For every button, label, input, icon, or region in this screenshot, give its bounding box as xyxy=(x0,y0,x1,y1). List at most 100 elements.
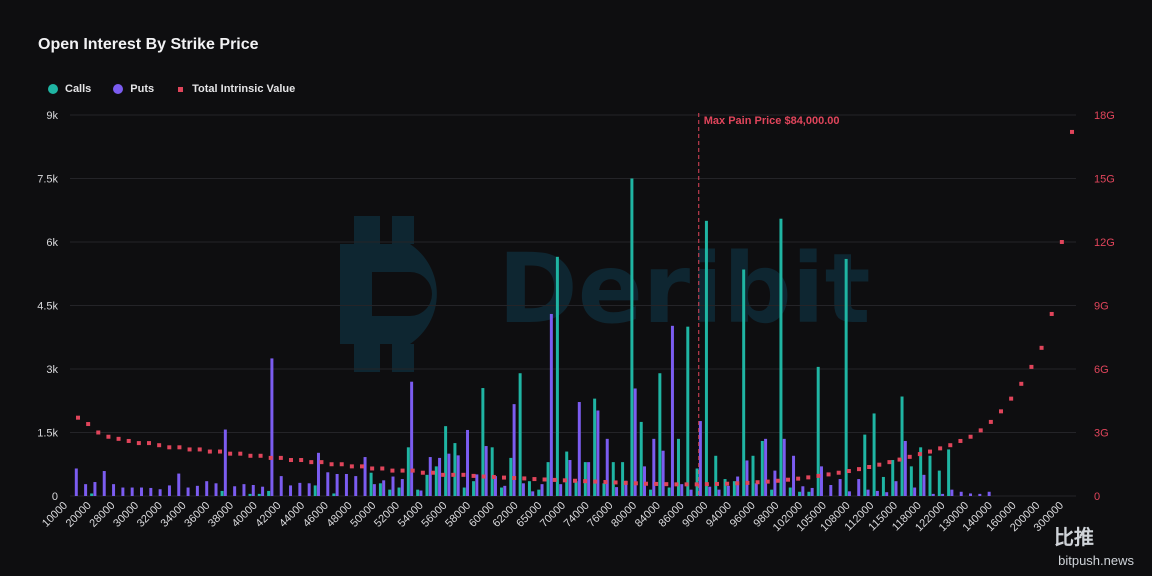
puts-bar xyxy=(261,486,265,496)
intrinsic-value-point xyxy=(552,477,557,482)
puts-bar xyxy=(633,388,637,496)
intrinsic-value-point xyxy=(248,453,253,458)
intrinsic-value-point xyxy=(978,428,983,433)
intrinsic-value-point xyxy=(816,473,821,478)
intrinsic-value-point xyxy=(441,472,446,477)
x-tick-label: 86000 xyxy=(657,500,687,530)
puts-bar xyxy=(372,484,376,496)
puts-bar xyxy=(503,485,507,496)
legend-calls-label: Calls xyxy=(65,83,92,95)
calls-bar xyxy=(630,178,634,496)
chart-legend: Calls Puts Total Intrinsic Value xyxy=(48,83,317,95)
calls-bar xyxy=(406,447,410,496)
intrinsic-value-point xyxy=(309,460,314,465)
calls-bar xyxy=(714,455,718,496)
calls-bar xyxy=(937,470,941,496)
puts-bar xyxy=(857,479,861,496)
puts-bar xyxy=(382,480,386,496)
chart-title: Open Interest By Strike Price xyxy=(38,36,259,53)
legend-item-intrinsic[interactable]: Total Intrinsic Value xyxy=(176,83,295,95)
watermark: Deribit xyxy=(340,216,871,372)
x-tick-label: 60000 xyxy=(467,500,497,530)
y-right-tick-label: 3G xyxy=(1094,428,1109,440)
intrinsic-value-point xyxy=(988,419,993,424)
calls-bar xyxy=(332,493,336,496)
legend-item-puts[interactable]: Puts xyxy=(113,83,154,95)
puts-bar xyxy=(717,489,721,496)
intrinsic-value-point xyxy=(796,476,801,481)
puts-bar xyxy=(670,325,674,496)
puts-bar xyxy=(941,493,945,496)
puts-bar xyxy=(782,438,786,496)
puts-bar xyxy=(428,457,432,496)
intrinsic-value-point xyxy=(633,481,638,486)
puts-bar xyxy=(978,493,982,496)
calls-bar xyxy=(807,491,811,496)
intrinsic-value-point xyxy=(928,449,932,454)
intrinsic-value-point xyxy=(583,479,588,484)
puts-bar xyxy=(615,487,619,496)
calls-bar xyxy=(928,455,932,496)
puts-bar xyxy=(773,470,777,496)
puts-bar xyxy=(484,446,488,496)
intrinsic-value-point xyxy=(207,449,212,454)
x-tick-label: 62000 xyxy=(491,500,521,530)
x-tick-label: 84000 xyxy=(633,500,663,530)
intrinsic-value-point xyxy=(471,473,476,478)
puts-bar xyxy=(568,460,572,496)
intrinsic-value-point xyxy=(907,454,912,459)
x-tick-label: 30000 xyxy=(111,500,141,530)
calls-bar xyxy=(742,269,746,496)
calls-bar xyxy=(509,457,513,496)
calls-bar xyxy=(565,451,569,496)
puts-bar xyxy=(391,476,395,496)
puts-bar xyxy=(605,438,609,496)
x-tick-label: 36000 xyxy=(182,500,212,530)
y-right-tick-label: 0 xyxy=(1094,491,1100,503)
puts-bar xyxy=(326,472,330,496)
intrinsic-value-point xyxy=(725,481,730,486)
intrinsic-value-point xyxy=(532,477,537,482)
calls-bar xyxy=(462,487,466,496)
intrinsic-value-point xyxy=(197,447,202,452)
intrinsic-value-point xyxy=(512,476,517,481)
puts-bar xyxy=(74,468,78,496)
puts-bar xyxy=(596,410,600,496)
calls-bar xyxy=(667,487,671,496)
y-left-tick-label: 9k xyxy=(46,110,58,122)
x-tick-label: 52000 xyxy=(372,500,402,530)
intrinsic-value-point xyxy=(126,438,131,443)
intrinsic-value-point xyxy=(420,470,425,475)
puts-bar xyxy=(289,485,293,496)
puts-bar xyxy=(587,462,591,496)
puts-bar xyxy=(866,489,870,496)
puts-bar xyxy=(410,381,414,496)
intrinsic-value-point xyxy=(887,460,892,465)
intrinsic-value-point xyxy=(349,464,354,469)
puts-bar xyxy=(307,483,311,496)
puts-bar xyxy=(205,481,209,496)
puts-bar xyxy=(577,402,581,496)
puts-bar xyxy=(652,438,656,496)
puts-bar xyxy=(661,450,665,496)
puts-bar xyxy=(689,489,693,496)
puts-bar xyxy=(643,466,646,496)
puts-bar xyxy=(903,440,907,496)
puts-bar xyxy=(242,484,246,496)
x-tick-label: 28000 xyxy=(87,500,117,530)
puts-bar xyxy=(475,474,479,496)
x-tick-label: 46000 xyxy=(301,500,331,530)
calls-bar xyxy=(649,489,653,496)
intrinsic-value-point xyxy=(228,451,233,456)
puts-bar xyxy=(875,490,879,496)
calls-bar xyxy=(872,413,876,496)
intrinsic-value-point xyxy=(390,468,395,473)
intrinsic-value-point xyxy=(380,466,385,471)
calls-bar xyxy=(760,440,764,496)
legend-item-calls[interactable]: Calls xyxy=(48,83,91,95)
intrinsic-value-point xyxy=(147,441,151,446)
intrinsic-value-point xyxy=(1070,129,1074,134)
puts-bar xyxy=(559,484,563,496)
puts-bar xyxy=(344,473,348,496)
calls-bar xyxy=(434,466,438,496)
